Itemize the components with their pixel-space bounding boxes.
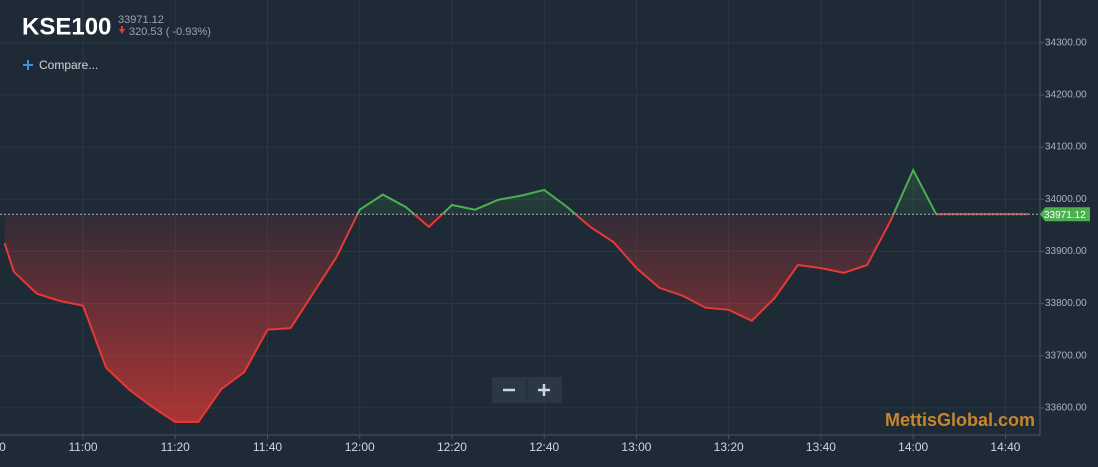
- y-tick-label: 33900.00: [1045, 246, 1087, 257]
- y-tick-label: 34300.00: [1045, 37, 1087, 48]
- last-price: 33971.12: [118, 14, 164, 26]
- zoom-in[interactable]: [538, 384, 550, 396]
- last-price-label: 33971.12: [1044, 210, 1086, 221]
- x-tick-label: 12:20: [437, 440, 467, 454]
- watermark: MettisGlobal.com: [885, 410, 1035, 430]
- down-arrow: [119, 26, 125, 34]
- y-tick-label: 33700.00: [1045, 350, 1087, 361]
- area-up: [357, 170, 1029, 215]
- x-tick-label: 11:20: [161, 440, 190, 454]
- compare-button[interactable]: Compare...: [39, 58, 98, 72]
- y-tick-label: 34100.00: [1045, 142, 1087, 153]
- symbol: KSE100: [22, 13, 111, 40]
- series-down: [3, 214, 1029, 423]
- series: [3, 167, 1029, 423]
- x-tick-label: 14:40: [990, 440, 1020, 454]
- x-tick-label: 12:40: [529, 440, 559, 454]
- y-tick-label: 34200.00: [1045, 90, 1087, 101]
- line-up: [356, 167, 1029, 215]
- x-tick-label: 10:40: [0, 440, 6, 454]
- x-tick-label: 13:20: [714, 440, 744, 454]
- series-up: [356, 167, 1029, 215]
- x-tick-label: 13:00: [621, 440, 651, 454]
- x-tick-label: 13:40: [806, 440, 836, 454]
- x-tick-label: 14:00: [898, 440, 928, 454]
- plot-area: [0, 0, 1040, 435]
- y-tick-label: 33600.00: [1045, 403, 1087, 414]
- compare-icon[interactable]: [23, 60, 33, 70]
- y-tick-label: 33800.00: [1045, 298, 1087, 309]
- x-tick-label: 11:00: [68, 440, 97, 454]
- y-tick-label: 34000.00: [1045, 194, 1087, 205]
- line-down: [3, 214, 1029, 423]
- x-tick-label: 12:00: [345, 440, 375, 454]
- price-change: 320.53 ( -0.93%): [129, 26, 211, 38]
- area-down: [4, 214, 1029, 422]
- last-price-tag: [1040, 207, 1090, 222]
- x-tick-label: 11:40: [253, 440, 282, 454]
